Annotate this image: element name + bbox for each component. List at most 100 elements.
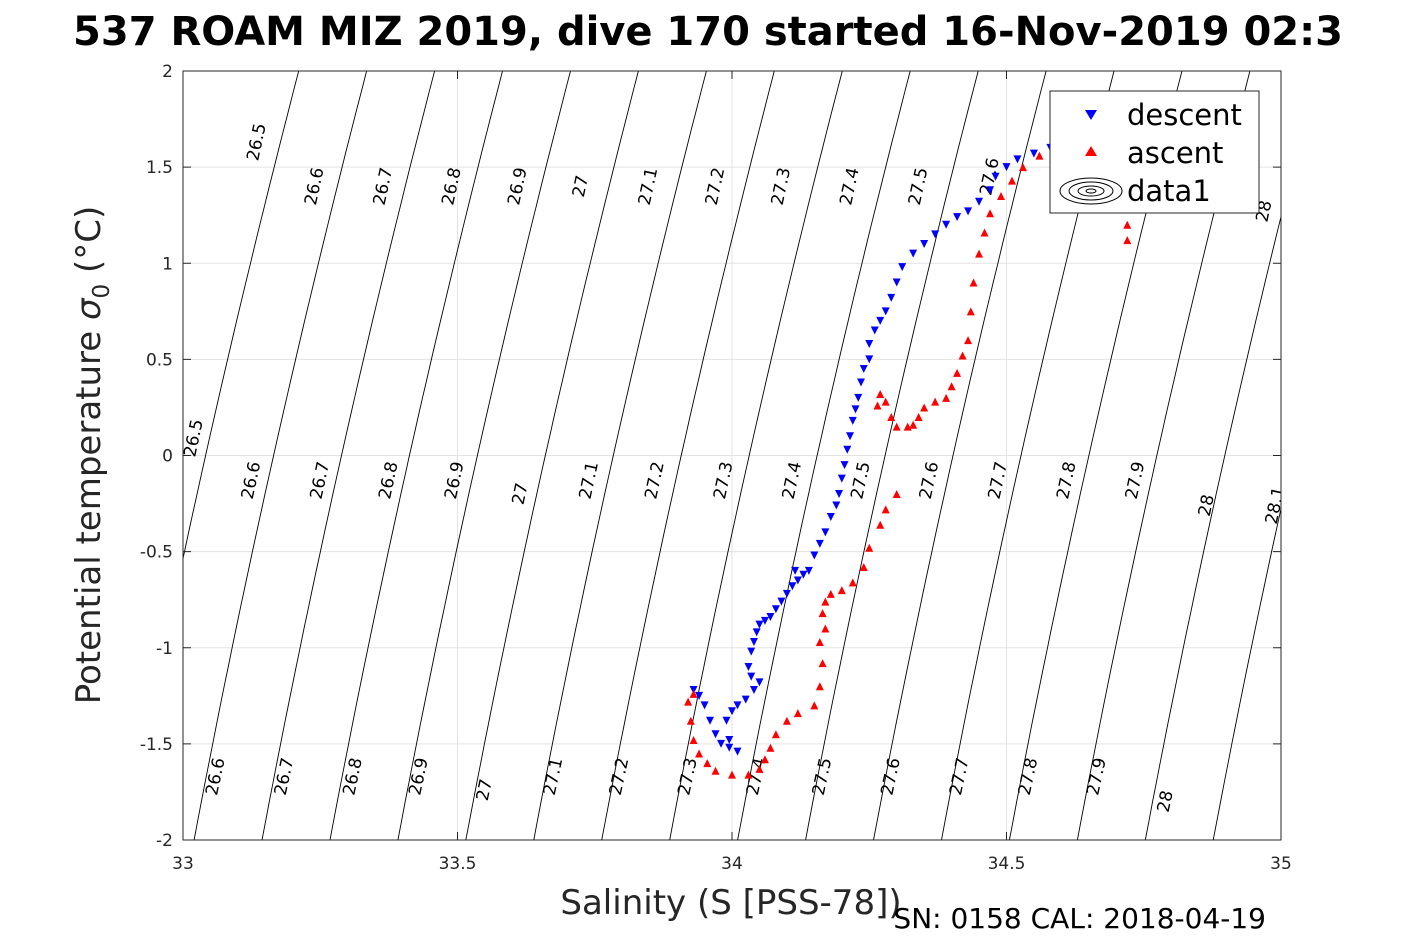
ascent-point bbox=[711, 766, 720, 775]
descent-point bbox=[766, 612, 775, 621]
descent-point bbox=[964, 207, 973, 216]
legend-ascent-label: ascent bbox=[1127, 136, 1223, 170]
contour-line bbox=[1212, 506, 1281, 840]
descent-point bbox=[741, 695, 750, 704]
ascent-point bbox=[953, 368, 962, 377]
descent-point bbox=[749, 686, 758, 695]
ascent-point bbox=[695, 749, 704, 758]
descent-point bbox=[870, 326, 879, 335]
descent-point bbox=[799, 570, 808, 579]
descent-point bbox=[747, 672, 756, 681]
descent-point bbox=[760, 616, 769, 625]
descent-point bbox=[728, 707, 736, 716]
ascent-point bbox=[1123, 236, 1132, 245]
ascent-point bbox=[975, 249, 984, 258]
ascent-point bbox=[815, 682, 824, 691]
descent-point bbox=[752, 628, 761, 637]
descent-point bbox=[840, 461, 849, 470]
descent-point bbox=[722, 716, 731, 725]
y-tick-label: -2 bbox=[156, 831, 173, 851]
ascent-point bbox=[782, 716, 791, 725]
descent-point bbox=[755, 678, 764, 687]
ascent-point bbox=[969, 278, 978, 287]
descent-point bbox=[771, 605, 780, 614]
descent-point bbox=[791, 566, 800, 575]
descent-point bbox=[749, 637, 758, 646]
descent-point bbox=[876, 316, 885, 325]
ascent-point bbox=[914, 413, 923, 422]
contour-label: 27 bbox=[569, 174, 593, 199]
legend-descent-marker bbox=[1085, 110, 1097, 120]
ascent-point bbox=[892, 489, 901, 498]
contour-line bbox=[261, 71, 436, 840]
ascent-point bbox=[821, 597, 830, 606]
ascent-point bbox=[876, 520, 885, 529]
ascent-point bbox=[876, 389, 885, 398]
descent-point bbox=[788, 582, 797, 591]
calibration-footer: SN: 0158 CAL: 2018-04-19 bbox=[893, 902, 1266, 935]
ascent-point bbox=[997, 191, 1006, 200]
ascent-point bbox=[1123, 220, 1132, 229]
descent-point bbox=[881, 307, 890, 316]
contour-line bbox=[1144, 214, 1281, 840]
ascent-point bbox=[818, 609, 827, 618]
descent-point bbox=[846, 432, 855, 441]
density-contours bbox=[183, 71, 1281, 840]
contour-label: 28 bbox=[1195, 493, 1219, 518]
descent-point bbox=[859, 364, 868, 373]
legend-descent-label: descent bbox=[1127, 98, 1242, 132]
ascent-point bbox=[755, 764, 764, 773]
descent-point bbox=[892, 278, 901, 287]
descent-point bbox=[887, 293, 896, 302]
ascent-point bbox=[947, 382, 956, 391]
ascent-point bbox=[810, 701, 819, 710]
ascent-point bbox=[980, 228, 989, 237]
descent-point bbox=[711, 730, 720, 739]
ascent-point bbox=[920, 403, 929, 412]
ascent-point bbox=[903, 422, 912, 431]
y-tick-label: -1 bbox=[156, 639, 173, 659]
descent-point bbox=[909, 249, 918, 258]
axis-ticks: 33 33.5 34 34.5 35 2 1.5 1 0.5 0 -0.5 -1 -1.5 -2 bbox=[140, 62, 1292, 874]
contour-label: 28 bbox=[1154, 789, 1178, 814]
contour-line bbox=[805, 71, 979, 840]
y-axis-label: Potential temperature σ0 (°C) bbox=[69, 206, 115, 705]
descent-point bbox=[1029, 149, 1038, 158]
ascent-point bbox=[865, 543, 874, 552]
ascent-point bbox=[873, 401, 882, 410]
ascent-point bbox=[837, 586, 846, 595]
descent-point bbox=[931, 230, 940, 239]
ascent-point bbox=[966, 307, 975, 316]
y-tick-label: 0.5 bbox=[146, 350, 173, 370]
legend-ascent-marker bbox=[1085, 146, 1097, 156]
contour-line bbox=[533, 71, 707, 840]
ascent-point bbox=[826, 589, 835, 598]
legend-box bbox=[1049, 90, 1260, 214]
descent-point bbox=[747, 647, 756, 656]
contour-line bbox=[193, 71, 368, 840]
ascent-point bbox=[1035, 151, 1044, 160]
legend-data1-label: data1 bbox=[1127, 174, 1211, 208]
ascent-point bbox=[859, 563, 868, 572]
ascent-point bbox=[684, 697, 693, 706]
ascent-point bbox=[686, 716, 695, 725]
descent-point bbox=[744, 662, 753, 671]
ascent-point bbox=[964, 336, 973, 345]
y-tick-label: 0 bbox=[162, 447, 173, 467]
contour-line bbox=[329, 71, 503, 840]
x-tick-label: 34.5 bbox=[988, 854, 1026, 874]
ascent-point bbox=[848, 578, 857, 587]
descent-point bbox=[706, 716, 715, 725]
ascent-point bbox=[942, 393, 951, 402]
ascent-point bbox=[689, 736, 698, 745]
descent-point bbox=[986, 186, 995, 195]
descent-point bbox=[953, 213, 962, 222]
contour-line bbox=[465, 71, 639, 840]
contour-line bbox=[669, 71, 843, 840]
descent-point bbox=[733, 701, 742, 710]
ascent-point bbox=[931, 397, 940, 406]
descent-point bbox=[1002, 163, 1011, 172]
contour-line bbox=[601, 71, 775, 840]
y-tick-label: 1.5 bbox=[146, 158, 173, 178]
ascent-point bbox=[744, 770, 753, 779]
